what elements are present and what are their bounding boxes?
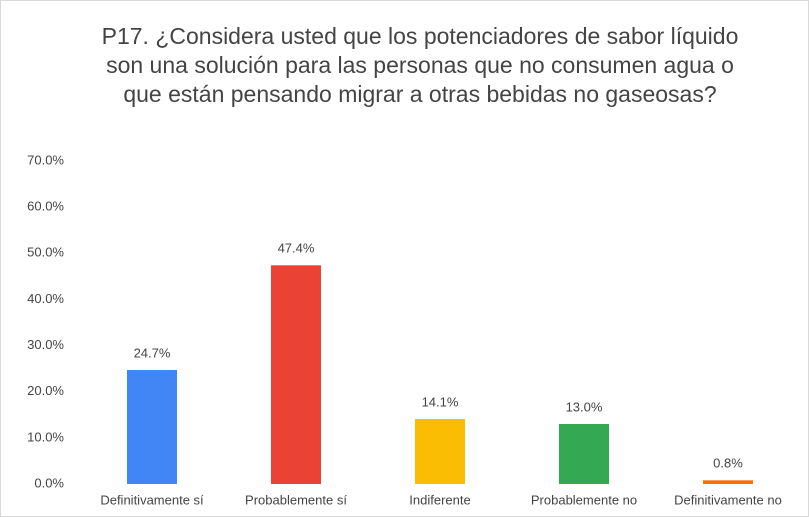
- y-tick-label: 70.0%: [27, 152, 64, 167]
- x-tick-label: Probablemente sí: [245, 492, 347, 507]
- data-label: 14.1%: [422, 394, 459, 409]
- y-tick-label: 30.0%: [27, 337, 64, 352]
- x-tick-label: Definitivamente no: [674, 492, 782, 507]
- y-tick-label: 10.0%: [27, 429, 64, 444]
- bar: [559, 424, 609, 484]
- data-label: 24.7%: [134, 345, 171, 360]
- data-label: 13.0%: [566, 399, 603, 414]
- x-tick-label: Indiferente: [409, 492, 470, 507]
- y-tick-label: 60.0%: [27, 199, 64, 214]
- y-tick-label: 20.0%: [27, 383, 64, 398]
- y-tick-label: 40.0%: [27, 291, 64, 306]
- data-label: 47.4%: [278, 241, 315, 256]
- bar: [271, 265, 321, 484]
- chart-title: P17. ¿Considera usted que los potenciado…: [101, 23, 739, 107]
- bar: [703, 480, 753, 484]
- x-tick-label: Definitivamente sí: [100, 492, 204, 507]
- x-tick-label: Probablemente no: [531, 492, 637, 507]
- data-label: 0.8%: [713, 456, 743, 471]
- y-tick-label: 50.0%: [27, 245, 64, 260]
- bar: [127, 370, 177, 484]
- bar: [415, 418, 465, 484]
- y-tick-label: 0.0%: [34, 475, 64, 490]
